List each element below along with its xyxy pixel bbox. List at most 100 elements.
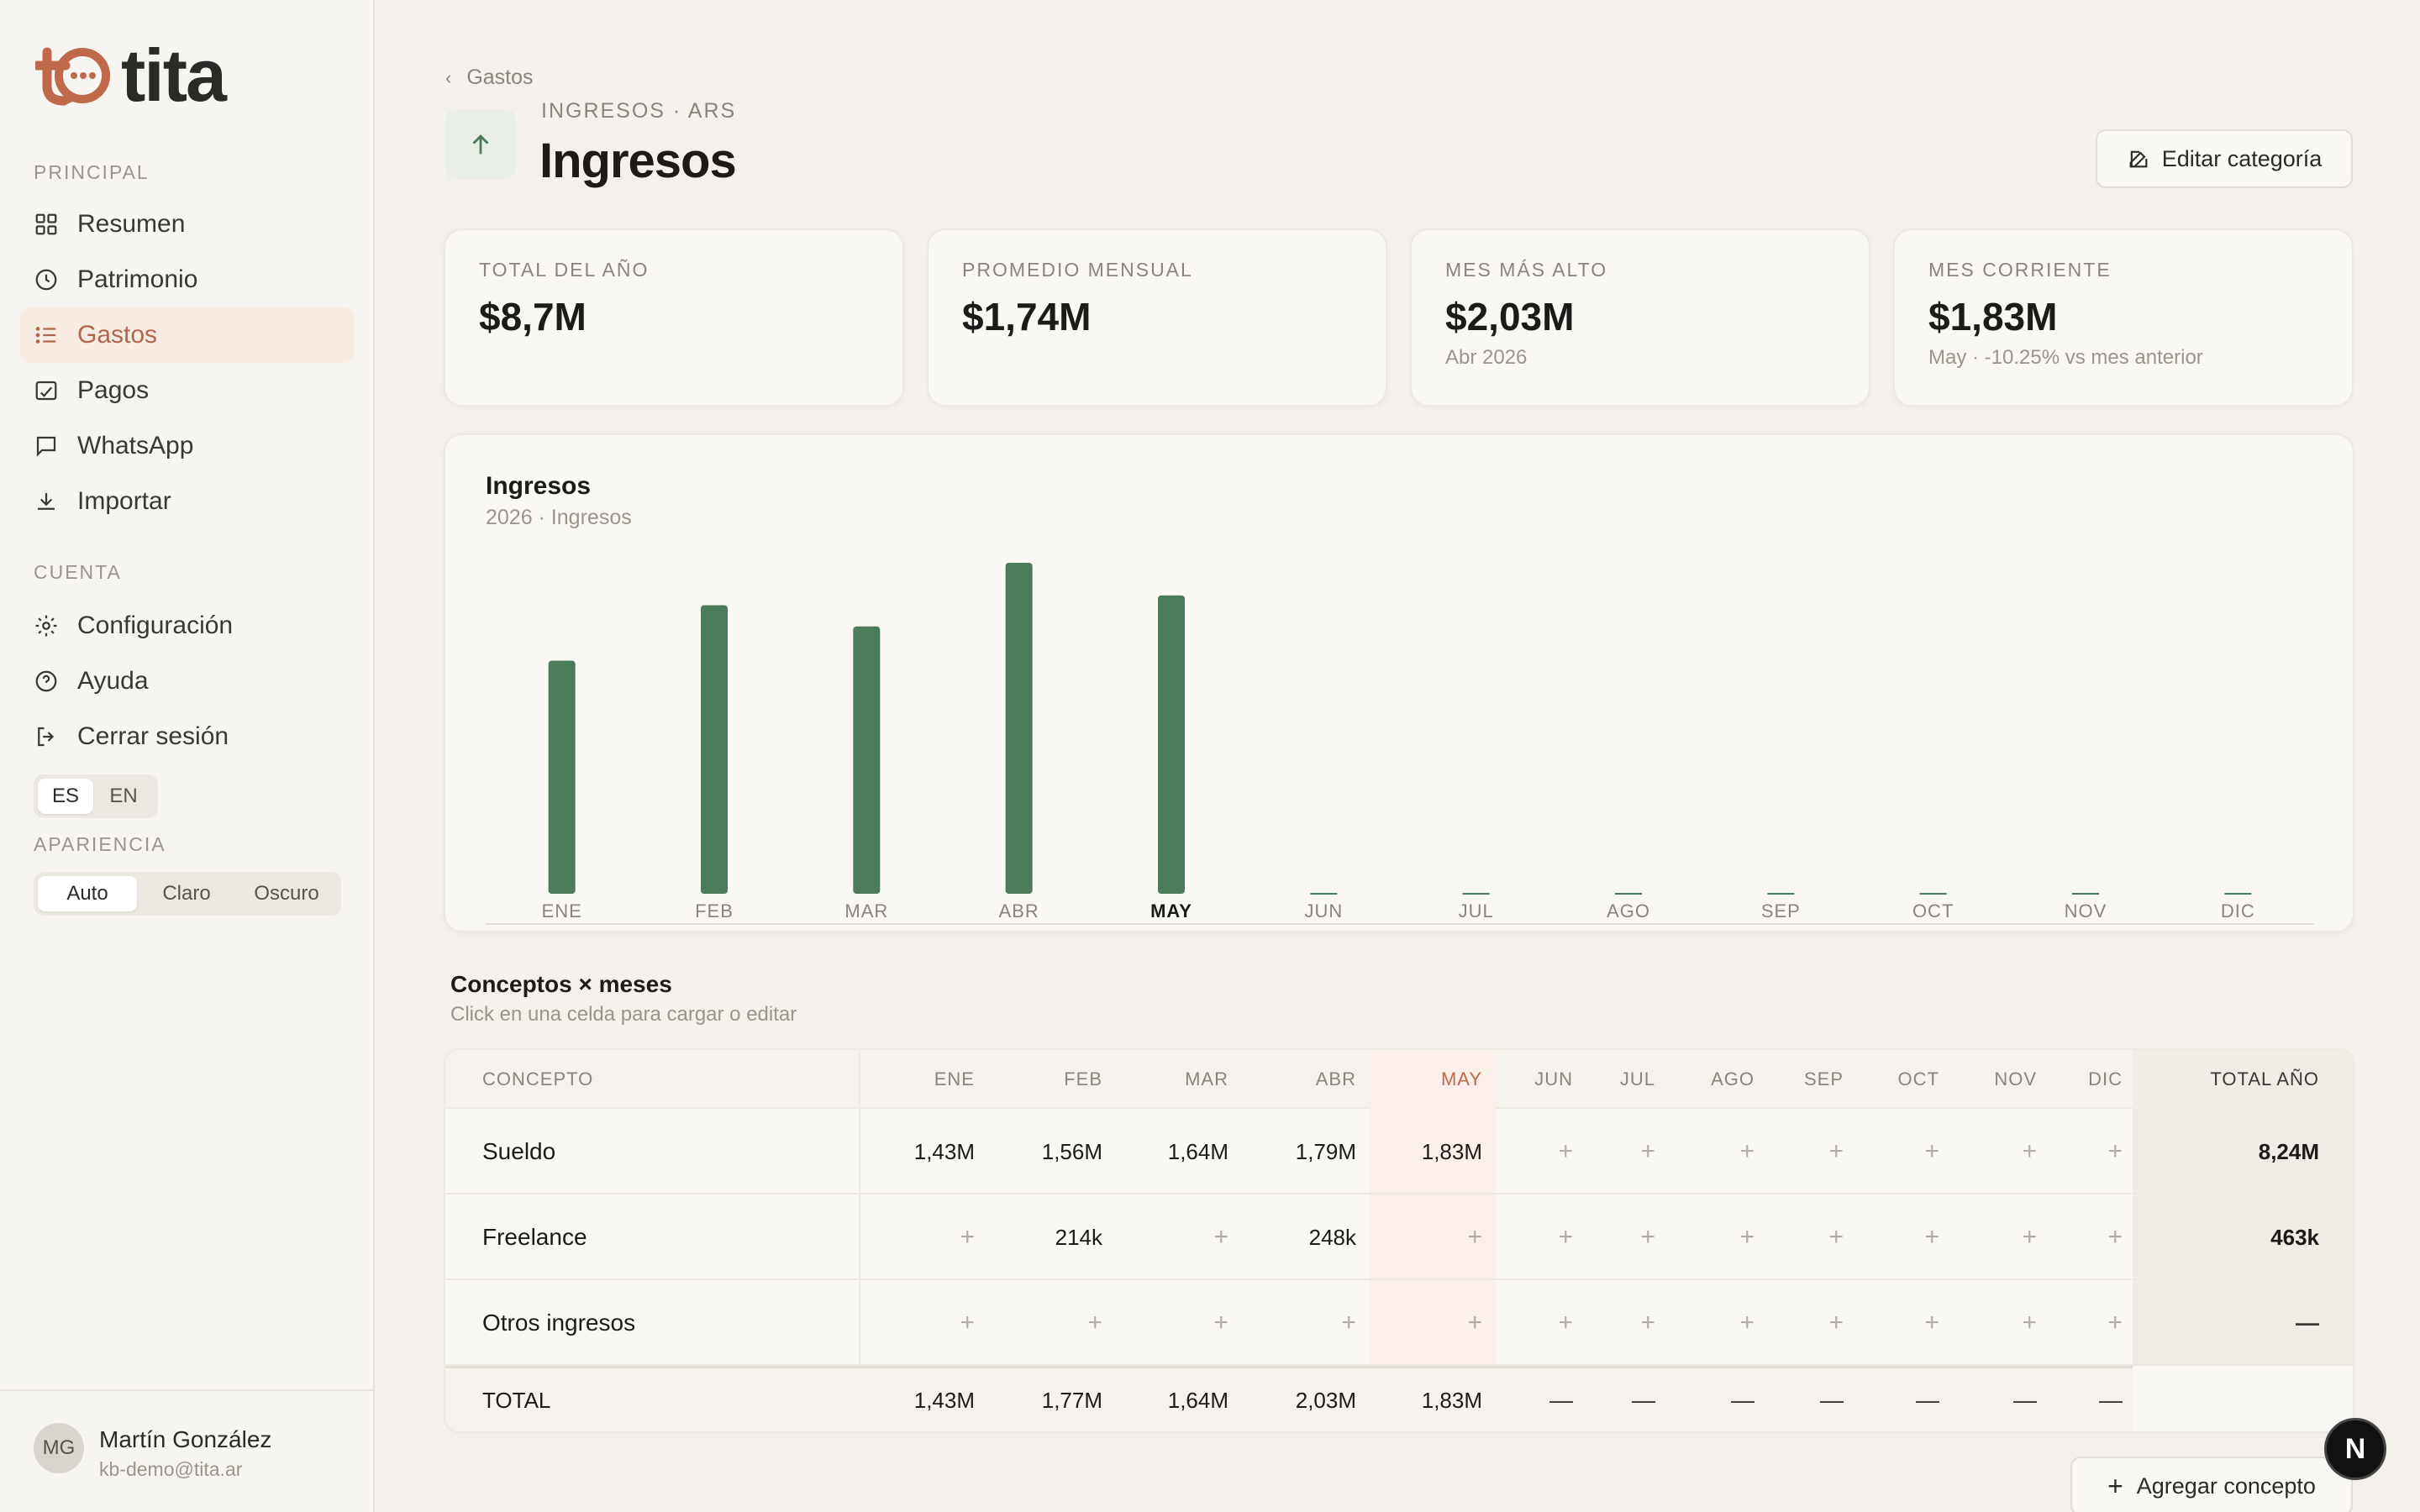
- add-cell-plus-icon[interactable]: +: [1640, 1137, 1655, 1165]
- dev-tools-button[interactable]: N: [2324, 1418, 2386, 1480]
- stat-value: $1,74M: [962, 295, 1092, 339]
- lang-option-es[interactable]: ES: [38, 779, 93, 814]
- add-cell-plus-icon[interactable]: +: [2107, 1223, 2123, 1251]
- table-cell[interactable]: 1,79M: [1295, 1138, 1356, 1164]
- add-cell-plus-icon[interactable]: +: [960, 1309, 975, 1336]
- chart-bar-ene[interactable]: [548, 660, 576, 894]
- chart-bar-feb[interactable]: [701, 605, 728, 894]
- add-cell-plus-icon[interactable]: +: [1558, 1137, 1573, 1165]
- chart-bar-may[interactable]: [1158, 595, 1185, 894]
- sidebar-item-label: Gastos: [77, 321, 158, 349]
- edit-category-button[interactable]: Editar categoría: [2096, 129, 2353, 188]
- table-title: Conceptos × meses: [450, 971, 672, 997]
- add-cell-plus-icon[interactable]: +: [2022, 1137, 2037, 1165]
- appearance-switcher: Auto Claro Oscuro: [34, 872, 341, 916]
- table-cell[interactable]: 1,64M: [1167, 1138, 1228, 1164]
- chart-tick-label: OCT: [1912, 900, 1954, 921]
- user-profile[interactable]: MG Martín González kb-demo@tita.ar: [0, 1389, 375, 1512]
- chart-tick-label: ABR: [999, 900, 1039, 921]
- clock-icon: [34, 267, 59, 292]
- sidebar-item-cerrar-sesion[interactable]: Cerrar sesión: [20, 709, 355, 764]
- add-cell-plus-icon[interactable]: +: [1087, 1309, 1102, 1336]
- appearance-option-oscuro[interactable]: Oscuro: [254, 882, 319, 905]
- chevron-left-icon: ‹: [445, 66, 452, 88]
- stat-sub: May · -10.25% vs mes anterior: [1928, 346, 2203, 369]
- sidebar-item-importar[interactable]: Importar: [20, 474, 355, 529]
- add-cell-plus-icon[interactable]: +: [1924, 1137, 1939, 1165]
- add-cell-plus-icon[interactable]: +: [1739, 1137, 1754, 1165]
- appearance-option-claro[interactable]: Claro: [162, 882, 211, 905]
- chart-bar-abr[interactable]: [1005, 563, 1033, 894]
- add-cell-plus-icon[interactable]: +: [2107, 1137, 2123, 1165]
- arrow-up-icon: [472, 134, 489, 155]
- sidebar-item-label: Patrimonio: [77, 265, 198, 293]
- table-cell[interactable]: 1,83M: [1421, 1138, 1482, 1164]
- add-cell-plus-icon[interactable]: +: [1213, 1309, 1228, 1336]
- sidebar-item-label: Importar: [77, 487, 171, 515]
- sidebar-item-ayuda[interactable]: Ayuda: [20, 654, 355, 709]
- add-cell-plus-icon[interactable]: +: [960, 1223, 975, 1251]
- chart-tick-label: JUN: [1304, 900, 1343, 921]
- add-cell-plus-icon[interactable]: +: [2022, 1223, 2037, 1251]
- stat-label: PROMEDIO MENSUAL: [962, 259, 1193, 281]
- footer-cell: —: [1632, 1387, 1655, 1413]
- add-cell-plus-icon[interactable]: +: [1739, 1223, 1754, 1251]
- lang-option-en[interactable]: EN: [109, 785, 138, 807]
- add-concept-button[interactable]: + Agregar concepto: [2070, 1457, 2353, 1512]
- appearance-option-auto[interactable]: Auto: [38, 876, 137, 911]
- chart-tick-label: DIC: [2221, 900, 2255, 921]
- sidebar-item-patrimonio[interactable]: Patrimonio: [20, 252, 355, 307]
- sidebar-item-gastos[interactable]: Gastos: [20, 307, 355, 363]
- list-icon: [34, 323, 59, 348]
- table-cell[interactable]: 1,43M: [913, 1138, 975, 1164]
- back-link[interactable]: ‹ Gastos: [445, 66, 534, 90]
- add-cell-plus-icon[interactable]: +: [1558, 1309, 1573, 1336]
- footer-cell: 1,77M: [1041, 1387, 1102, 1413]
- sidebar-item-whatsapp[interactable]: WhatsApp: [20, 418, 355, 474]
- add-cell-plus-icon[interactable]: +: [1828, 1137, 1844, 1165]
- brand-logo[interactable]: tita: [35, 39, 227, 113]
- sidebar-item-resumen[interactable]: Resumen: [20, 197, 355, 252]
- footer-cell: —: [1916, 1387, 1939, 1413]
- add-cell-plus-icon[interactable]: +: [1828, 1309, 1844, 1336]
- add-cell-plus-icon[interactable]: +: [1924, 1223, 1939, 1251]
- sidebar-item-configuracion[interactable]: Configuración: [20, 598, 355, 654]
- bar-chart: ENE FEB MAR ABR MAY JUN JUL AGO SEP OCT NOV DIC: [486, 563, 2314, 925]
- add-cell-plus-icon[interactable]: +: [1739, 1309, 1754, 1336]
- stat-card-total: TOTAL DEL AÑO $8,7M: [444, 228, 904, 407]
- table-cell[interactable]: 1,56M: [1041, 1138, 1102, 1164]
- grid-icon: [34, 212, 59, 237]
- add-cell-plus-icon[interactable]: +: [1640, 1223, 1655, 1251]
- chart-bar-mar[interactable]: [853, 626, 881, 894]
- add-cell-plus-icon[interactable]: +: [1924, 1309, 1939, 1336]
- add-cell-plus-icon[interactable]: +: [1467, 1309, 1482, 1336]
- add-cell-plus-icon[interactable]: +: [1341, 1309, 1356, 1336]
- chart-tick-label: FEB: [695, 900, 734, 921]
- help-icon: [34, 669, 59, 694]
- total-column-bg: [2133, 1050, 2353, 1366]
- column-divider: [859, 1050, 860, 1431]
- table-cell[interactable]: 214k: [1055, 1224, 1102, 1250]
- add-cell-plus-icon[interactable]: +: [1558, 1223, 1573, 1251]
- avatar: MG: [34, 1423, 84, 1473]
- add-cell-plus-icon[interactable]: +: [1213, 1223, 1228, 1251]
- add-cell-plus-icon[interactable]: +: [1467, 1223, 1482, 1251]
- footer-cell: —: [1731, 1387, 1754, 1413]
- sidebar-item-label: WhatsApp: [77, 432, 194, 459]
- add-cell-plus-icon[interactable]: +: [1640, 1309, 1655, 1336]
- sidebar-item-pagos[interactable]: Pagos: [20, 363, 355, 418]
- header-month-ago: AGO: [1711, 1068, 1754, 1089]
- sidebar-item-label: Resumen: [77, 210, 186, 238]
- add-cell-plus-icon[interactable]: +: [2107, 1309, 2123, 1336]
- row-total: 463k: [2270, 1224, 2319, 1250]
- header-month-oct: OCT: [1897, 1068, 1939, 1089]
- table-footer: [445, 1366, 2133, 1431]
- receipt-icon: [34, 378, 59, 403]
- add-cell-plus-icon[interactable]: +: [2022, 1309, 2037, 1336]
- gear-icon: [34, 613, 59, 638]
- add-cell-plus-icon[interactable]: +: [1828, 1223, 1844, 1251]
- table-cell[interactable]: 248k: [1308, 1224, 1356, 1250]
- chart-tick-label: MAR: [844, 900, 888, 921]
- chart-subtitle: 2026 · Ingresos: [486, 506, 632, 529]
- header-month-nov: NOV: [1994, 1068, 2037, 1089]
